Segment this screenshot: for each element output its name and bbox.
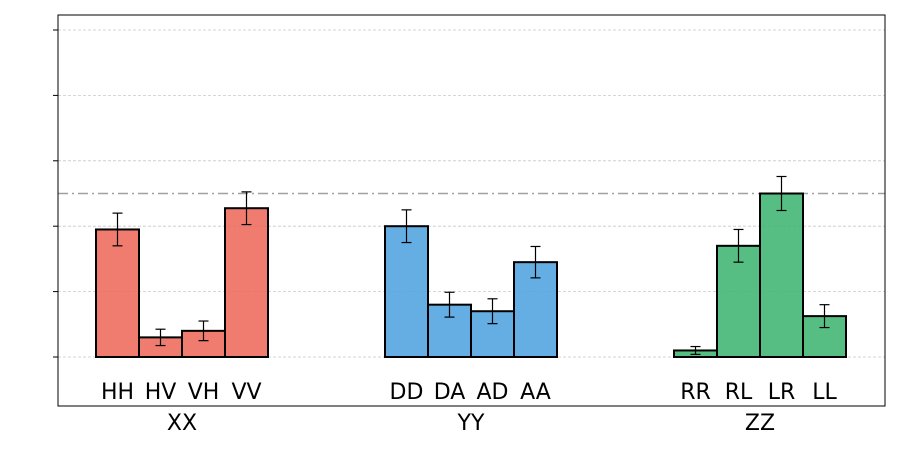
tick-label-DA: DA [434, 380, 466, 405]
tick-label-HH: HH [101, 380, 134, 405]
tick-label-RL: RL [725, 380, 753, 405]
tick-label-RR: RR [680, 380, 711, 405]
group-label-ZZ: ZZ [745, 411, 775, 436]
bar-XX-VH [181, 329, 226, 358]
tick-label-DD: DD [390, 380, 424, 405]
plot-frame [57, 14, 886, 407]
y-axis-ticks [53, 29, 58, 358]
tick-label-VH: VH [188, 380, 220, 405]
tick-label-AD: AD [477, 380, 509, 405]
category-labels: HH HV VH VV XX DD DA AD AA YY RR RL LR LL ZZ [101, 380, 838, 436]
tick-label-LR: LR [768, 380, 796, 405]
bar-YY-AA [513, 261, 558, 359]
tick-label-VV: VV [231, 380, 261, 405]
bar-XX-VV [224, 207, 269, 358]
bar-XX-HH [95, 228, 140, 358]
bar-ZZ-LR [759, 192, 804, 358]
bar-ZZ-RL [716, 244, 761, 359]
tick-label-HV: HV [145, 380, 177, 405]
tick-label-AA: AA [520, 380, 551, 405]
bar-YY-DD [384, 225, 429, 358]
bars [95, 192, 847, 359]
group-label-XX: XX [167, 411, 197, 436]
tick-label-LL: LL [812, 380, 837, 405]
error-bars [112, 175, 830, 355]
group-label-YY: YY [457, 411, 485, 436]
